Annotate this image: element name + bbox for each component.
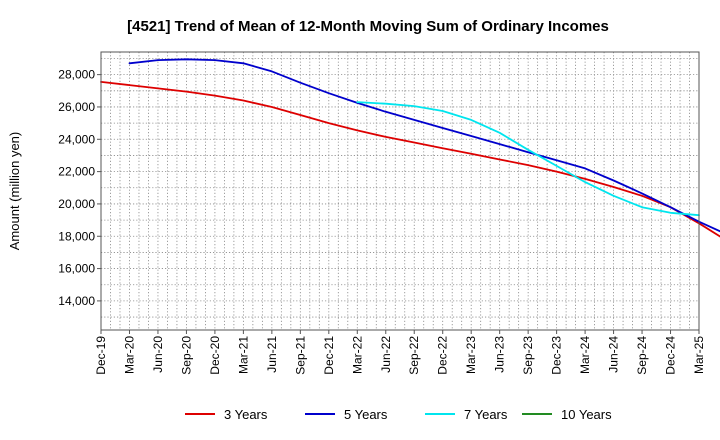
x-tick-label: Dec-23 (550, 336, 564, 375)
series-line-7-years (356, 101, 700, 217)
x-tick-label: Mar-25 (692, 336, 706, 374)
chart-title: [4521] Trend of Mean of 12-Month Moving … (127, 18, 609, 35)
y-tick-label: 28,000 (58, 68, 95, 82)
plot-frame (100, 51, 700, 331)
y-axis: 14,000 16,000 18,000 20,000 22,000 24,000 26,0… (58, 68, 101, 308)
y-tick-label: 18,000 (58, 229, 95, 243)
series-layer (100, 58, 720, 238)
x-tick-label: Mar-22 (350, 336, 364, 374)
x-tick-label: Sep-22 (407, 336, 421, 375)
plot-area (101, 52, 699, 330)
x-tick-label: Dec-22 (436, 336, 450, 375)
x-tick-label: Dec-19 (94, 336, 108, 375)
x-tick-label: Mar-24 (578, 336, 592, 374)
legend-label: 7 Years (464, 407, 508, 422)
y-tick-label: 14,000 (58, 294, 95, 308)
x-tick-label: Jun-22 (379, 336, 393, 373)
x-tick-label: Sep-20 (179, 336, 193, 375)
x-tick-label: Jun-23 (493, 336, 507, 373)
x-tick-label: Mar-23 (464, 336, 478, 374)
y-tick-label: 16,000 (58, 262, 95, 276)
grid (100, 52, 700, 330)
x-tick-label: Jun-24 (607, 336, 621, 373)
legend-label: 3 Years (224, 407, 268, 422)
x-axis: Dec-19 Mar-20 Jun-20 Sep-20 Dec-20 Mar-21 Jun-… (94, 330, 706, 375)
legend: 3 Years 5 Years 7 Years 10 Years (185, 407, 612, 422)
x-tick-label: Sep-21 (293, 336, 307, 375)
x-tick-label: Mar-20 (122, 336, 136, 374)
x-tick-label: Mar-21 (236, 336, 250, 374)
series-line-3-years (100, 81, 720, 238)
y-tick-label: 20,000 (58, 197, 95, 211)
y-tick-label: 26,000 (58, 100, 95, 114)
x-tick-label: Dec-24 (664, 336, 678, 375)
y-tick-label: 22,000 (58, 165, 95, 179)
series-line-5-years (128, 58, 720, 233)
y-axis-label: Amount (million yen) (7, 132, 22, 251)
x-tick-label: Sep-23 (521, 336, 535, 375)
x-tick-label: Jun-20 (151, 336, 165, 373)
x-tick-label: Dec-21 (322, 336, 336, 375)
x-tick-label: Dec-20 (208, 336, 222, 375)
x-tick-label: Jun-21 (265, 336, 279, 373)
y-tick-label: 24,000 (58, 132, 95, 146)
legend-label: 5 Years (344, 407, 388, 422)
x-tick-label: Sep-24 (635, 336, 649, 375)
legend-label: 10 Years (561, 407, 612, 422)
